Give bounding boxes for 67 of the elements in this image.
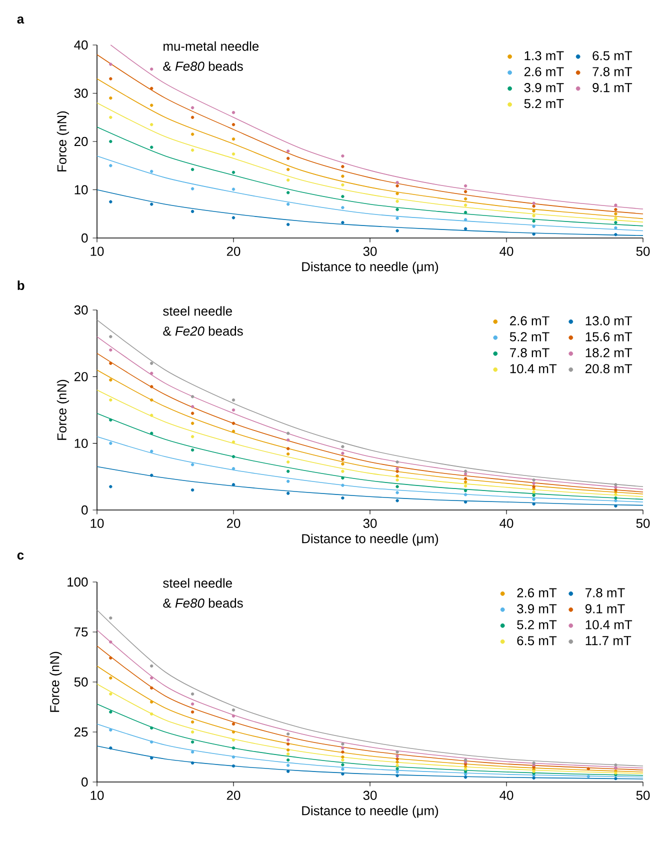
annotation: steel needle (163, 578, 232, 588)
x-tick-label: 10 (90, 790, 104, 800)
y-tick-label: 100 (68, 577, 88, 587)
y-tick-label: 10 (74, 185, 88, 194)
y-axis-title: Force (nN) (50, 652, 62, 712)
legend-label: 3.9 mT (524, 83, 564, 92)
x-axis-title: Distance to needle (μm) (302, 534, 438, 546)
legend-label: 7.8 mT (586, 588, 625, 598)
y-tick-label: 10 (74, 438, 88, 448)
x-tick-label: 10 (90, 246, 104, 256)
x-tick-label: 20 (226, 790, 240, 800)
x-tick-label: 50 (636, 790, 650, 800)
x-tick-label: 40 (500, 246, 514, 256)
chart-title: a (17, 16, 24, 24)
x-tick-label: 50 (636, 518, 650, 528)
chart-title: b (18, 280, 24, 290)
legend-label: 7.8 mT (510, 348, 550, 358)
y-axis-title: Force (nN) (56, 380, 69, 440)
y-tick-label: 0 (82, 233, 88, 243)
legend-label: 6.5 mT (517, 636, 557, 646)
y-tick-label: 50 (74, 677, 88, 687)
x-tick-label: 20 (226, 246, 240, 256)
x-tick-label: 40 (500, 790, 514, 800)
annotation: & Fe80 beads (163, 61, 243, 71)
legend-label: 1.3 mT (524, 51, 564, 60)
x-tick-label: 20 (226, 518, 240, 528)
legend-label: 18.2 mT (586, 348, 632, 358)
legend-label: 7.8 mT (592, 67, 632, 76)
y-tick-label: 0 (82, 505, 88, 515)
annotation: & Fe80 beads (163, 598, 243, 608)
y-tick-label: 30 (74, 305, 88, 315)
legend-label: 9.1 mT (585, 604, 625, 614)
legend-label: 10.4 mT (510, 364, 557, 374)
x-axis-title: Distance to needle (μm) (302, 806, 438, 818)
y-tick-label: 40 (74, 40, 88, 50)
legend-label: 10.4 mT (586, 620, 632, 630)
y-tick-label: 75 (74, 627, 88, 637)
y-tick-label: 20 (74, 372, 88, 382)
x-tick-label: 10 (90, 518, 104, 528)
annotation: steel needle (163, 306, 232, 316)
x-tick-label: 50 (636, 246, 650, 256)
legend-label: 2.6 mT (510, 316, 550, 326)
y-tick-label: 25 (74, 727, 88, 737)
x-tick-label: 30 (363, 246, 377, 256)
y-tick-label: 30 (74, 88, 88, 98)
legend-label: 15.6 mT (586, 332, 632, 342)
annotation: mu-metal needle (164, 41, 259, 51)
legend-label: 5.2 mT (524, 99, 564, 108)
x-tick-label: 30 (363, 518, 377, 528)
x-tick-label: 40 (500, 518, 514, 528)
annotation: & Fe20 beads (163, 326, 243, 336)
x-axis-title: Distance to needle (μm) (302, 262, 438, 274)
legend-label: 20.8 mT (586, 364, 632, 374)
legend-label: 6.5 mT (592, 51, 632, 60)
chart-title: c (17, 552, 24, 560)
legend-label: 5.2 mT (517, 620, 557, 630)
y-tick-label: 0 (82, 777, 88, 787)
y-tick-label: 20 (74, 136, 88, 146)
legend-label: 3.9 mT (517, 604, 557, 614)
y-axis-title: Force (nN) (56, 111, 69, 172)
x-tick-label: 30 (363, 790, 377, 800)
legend-label: 2.6 mT (524, 67, 564, 76)
legend-label: 11.7 mT (586, 636, 632, 646)
legend-label: 13.0 mT (586, 316, 632, 326)
legend-label: 2.6 mT (517, 588, 557, 598)
legend-label: 5.2 mT (510, 332, 550, 342)
legend-label: 9.1 mT (592, 83, 632, 92)
